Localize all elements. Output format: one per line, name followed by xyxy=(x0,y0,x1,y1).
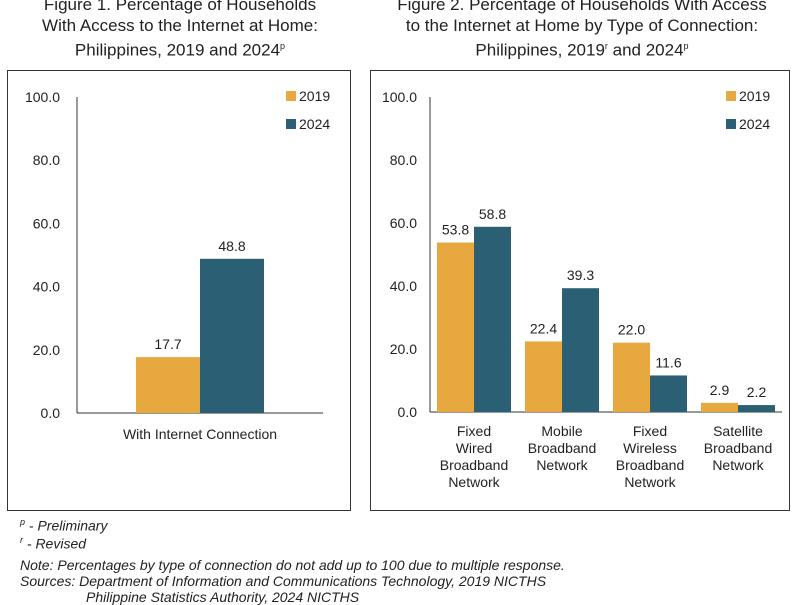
x-category-label: Network xyxy=(712,457,764,473)
sources-text-continued: Philippine Statistics Authority, 2024 NI… xyxy=(86,589,360,605)
figure2-title-line: to the Internet at Home by Type of Conne… xyxy=(405,16,759,35)
legend-swatch-2019 xyxy=(726,91,736,101)
legend-label-2024: 2024 xyxy=(299,116,330,132)
y-tick-label: 80.0 xyxy=(33,152,60,168)
figure2-title: Figure 2. Percentage of Households With … xyxy=(362,0,800,61)
figure1-title: Figure 1. Percentage of Households With … xyxy=(0,0,360,61)
x-category-label: Broadband xyxy=(616,457,685,473)
data-label-2024: 2.2 xyxy=(747,384,767,400)
y-tick-label: 20.0 xyxy=(390,341,417,357)
legend-label-2019: 2019 xyxy=(299,88,330,104)
x-category-label: Wired xyxy=(456,440,493,456)
bar-2019 xyxy=(525,341,562,412)
figure1-chart-frame: 0.0 20.0 40.0 60.0 80.0 100.0 17.7 48.8 With Int… xyxy=(7,70,351,511)
legend-swatch-2019 xyxy=(286,91,296,101)
preliminary-footnote: p - Preliminary xyxy=(20,517,108,534)
revised-footnote: r - Revised xyxy=(20,535,87,552)
figure1-title-line: With Access to the Internet at Home: xyxy=(42,16,318,35)
y-tick-label: 40.0 xyxy=(390,278,417,294)
x-category-label: Satellite xyxy=(713,423,763,439)
figure2-title-line: Philippines, 2019r and 2024p xyxy=(475,40,689,60)
legend-label-2019: 2019 xyxy=(739,88,770,104)
bar-2019 xyxy=(701,402,738,412)
figure2-chart-frame: 0.0 20.0 40.0 60.0 80.0 100.0 53.8 58.8 Fixed Wir… xyxy=(370,70,790,511)
figure2-title-line: Figure 2. Percentage of Households With … xyxy=(397,0,767,14)
x-category-label: Mobile xyxy=(541,423,582,439)
data-label-2019: 22.0 xyxy=(618,322,645,338)
sources-text: Sources: Department of Information and C… xyxy=(20,573,547,589)
legend-label-2024: 2024 xyxy=(739,116,770,132)
x-category-label: Fixed xyxy=(457,423,491,439)
bar-2019 xyxy=(437,242,474,412)
figure1-title-line: Philippines, 2019 and 2024p xyxy=(74,40,286,60)
x-category-label: Wireless xyxy=(623,440,677,456)
bar-2024 xyxy=(562,288,599,412)
x-category-label: With Internet Connection xyxy=(123,426,277,442)
data-label-2019: 53.8 xyxy=(442,222,469,238)
x-category-label: Network xyxy=(624,474,676,490)
legend-swatch-2024 xyxy=(726,119,736,129)
figure2-chart: 0.020.040.060.080.0100.053.858.8FixedWir… xyxy=(382,88,782,490)
figure1-chart: 0.0 20.0 40.0 60.0 80.0 100.0 17.7 48.8 With Int… xyxy=(25,88,330,442)
figure1-title-line: Figure 1. Percentage of Households xyxy=(43,0,317,14)
data-label-2024: 48.8 xyxy=(218,238,245,254)
legend-swatch-2024 xyxy=(286,119,296,129)
x-category-label: Broadband xyxy=(528,440,597,456)
y-tick-label: 0.0 xyxy=(41,405,61,421)
y-tick-label: 100.0 xyxy=(25,89,60,105)
bar-2024 xyxy=(474,226,511,412)
data-label-2024: 39.3 xyxy=(567,267,594,283)
bar-2024 xyxy=(650,375,687,412)
bar-2024 xyxy=(738,405,775,412)
x-category-label: Broadband xyxy=(440,457,509,473)
data-label-2024: 11.6 xyxy=(655,354,681,370)
note-text: Note: Percentages by type of connection … xyxy=(20,557,565,573)
data-label-2019: 17.7 xyxy=(154,336,181,352)
data-label-2019: 2.9 xyxy=(710,382,730,398)
y-tick-label: 60.0 xyxy=(390,215,417,231)
x-category-label: Network xyxy=(536,457,588,473)
x-category-label: Broadband xyxy=(704,440,773,456)
x-category-label: Fixed xyxy=(633,423,667,439)
y-tick-label: 60.0 xyxy=(33,215,60,231)
y-tick-label: 80.0 xyxy=(390,152,417,168)
y-tick-label: 100.0 xyxy=(382,89,417,105)
data-label-2024: 58.8 xyxy=(479,206,506,222)
y-tick-label: 20.0 xyxy=(33,342,60,358)
bar-2024 xyxy=(200,258,264,413)
y-tick-label: 0.0 xyxy=(398,404,418,420)
data-label-2019: 22.4 xyxy=(530,320,557,336)
bar-2019 xyxy=(613,342,650,412)
y-tick-label: 40.0 xyxy=(33,279,60,295)
bar-2019 xyxy=(136,357,200,413)
x-category-label: Network xyxy=(448,474,500,490)
